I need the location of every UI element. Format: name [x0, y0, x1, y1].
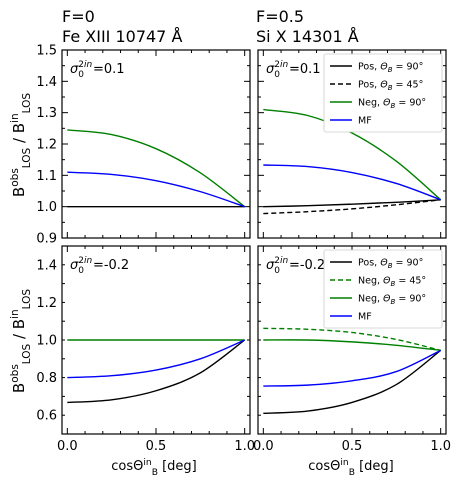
series-line-2	[67, 339, 245, 379]
xlabel-left: cosΘinB [deg]	[111, 458, 196, 478]
y-tick-label: 1.5	[36, 44, 57, 59]
series-line-2	[263, 108, 442, 201]
col-title-left: F=0 Fe XIII 10747 Å	[62, 7, 182, 46]
series-line-1	[263, 199, 441, 215]
legend-box	[323, 249, 443, 329]
ylabel-bottom: BobsLOS / BinLOS	[9, 289, 33, 393]
panel-bottom-right: 0.0 0.5 1.0 σ2in 0 =-0.2 Pos, ΘB = 90° Neg, ΘB …	[253, 245, 451, 454]
legend-label: Pos, ΘB = 90°	[358, 62, 423, 75]
legend-label: Pos, ΘB = 90°	[358, 258, 423, 271]
col-title-left-line2: Fe XIII 10747 Å	[62, 27, 182, 46]
axes-frame	[61, 49, 251, 239]
x-tick-label: 1.0	[234, 439, 255, 454]
series-line-2	[67, 171, 245, 208]
legend-label: Neg, ΘB = 90°	[358, 98, 426, 111]
col-title-left-line1: F=0	[62, 7, 95, 26]
y-tick-label: 1.2	[36, 296, 57, 311]
y-tick-label: 1.4	[36, 75, 57, 90]
series-line-1	[263, 327, 441, 352]
panel-annotation: σ2in 0 =-0.2	[70, 256, 129, 276]
xlabel-right: cosΘinB [deg]	[308, 458, 393, 478]
panel-top-right: σ2in 0 =0.1 Pos, ΘB = 90° Pos, ΘB = 45° Neg, …	[257, 49, 447, 239]
col-title-right-line2: Si X 14301 Å	[256, 27, 359, 46]
legend-label: MF	[358, 312, 372, 323]
legend-label: Neg, ΘB = 45°	[358, 276, 426, 289]
series-line-0	[263, 349, 442, 415]
col-title-right: F=0.5 Si X 14301 Å	[256, 7, 359, 46]
ylabel-bottom-text: BobsLOS / BinLOS	[9, 289, 33, 393]
series-line-2	[263, 339, 441, 352]
panel-top-left: 0.9 1.0 1.1 1.2 1.3 1.4 1.5 σ2in 0 =0.1	[36, 44, 251, 247]
x-tick-label: 0.0	[253, 439, 274, 454]
panel-annotation: σ2in 0 =-0.2	[266, 256, 325, 276]
y-tick-label: 0.8	[36, 371, 57, 386]
y-tick-label: 1.0	[36, 200, 57, 215]
legend-label: MF	[358, 116, 372, 127]
ylabel-top: BobsLOS / BinLOS	[9, 93, 33, 197]
ylabel-top-text: BobsLOS / BinLOS	[9, 93, 33, 197]
col-title-right-line1: F=0.5	[256, 7, 304, 26]
y-tick-label: 1.0	[36, 334, 57, 349]
x-tick-label: 1.0	[430, 439, 451, 454]
x-tick-label: 0.0	[57, 439, 78, 454]
legend-box	[323, 53, 443, 133]
y-tick-label: 0.9	[36, 232, 57, 247]
y-tick-label: 1.2	[36, 138, 57, 153]
y-tick-label: 0.6	[36, 409, 57, 424]
x-tick-label: 0.5	[342, 439, 363, 454]
series-line-0	[67, 339, 246, 404]
series-line-1	[67, 129, 246, 208]
series-line-3	[263, 349, 441, 387]
series-line-3	[263, 164, 441, 201]
y-tick-label: 1.3	[36, 106, 57, 121]
y-tick-label: 1.4	[36, 258, 57, 273]
panel-annotation: σ2in 0 =0.1	[70, 60, 125, 80]
legend-label: Pos, ΘB = 45°	[358, 80, 423, 93]
legend-label: Neg, ΘB = 90°	[358, 294, 426, 307]
series-line-0	[263, 199, 441, 208]
y-tick-label: 1.1	[36, 169, 57, 184]
panel-bottom-left: 0.0 0.5 1.0 0.6 0.8 1.0 1.2 1.4 σ2in 0 =-0.2	[36, 245, 255, 454]
panel-annotation: σ2in 0 =0.1	[266, 60, 321, 80]
x-tick-label: 0.5	[146, 439, 167, 454]
